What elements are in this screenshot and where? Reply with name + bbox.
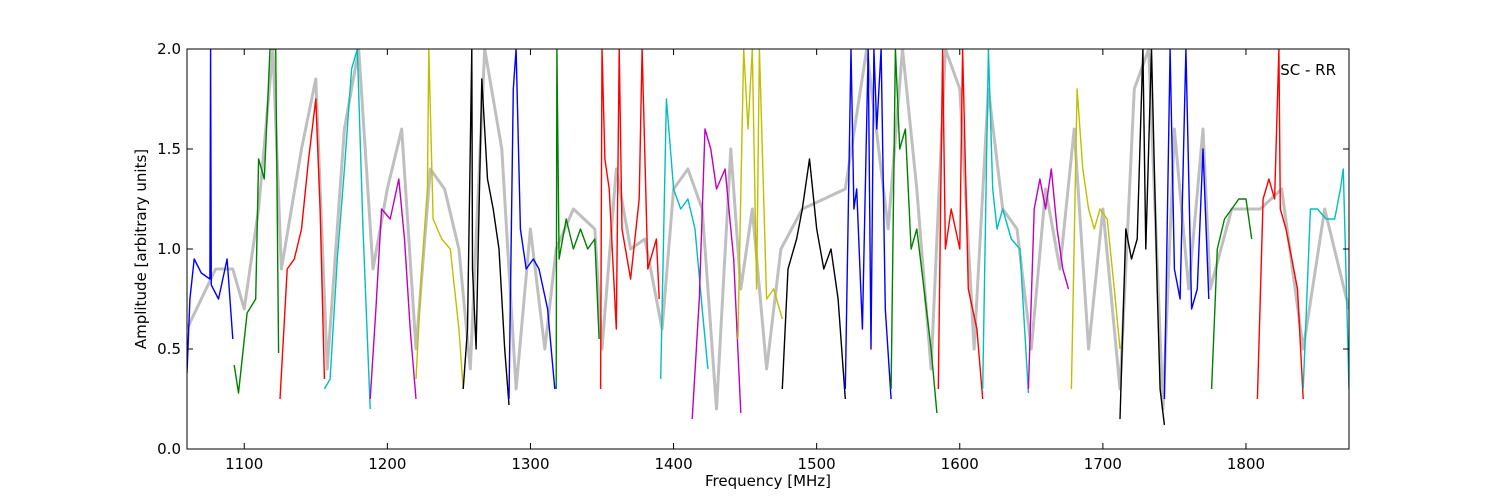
series-line-3 [279,98,326,400]
x-tick-label: 1300 [511,455,549,473]
y-tick-label: 1.0 [157,240,181,258]
series-line-14 [781,158,846,400]
x-axis-label: Frequency [MHz] [705,472,831,490]
series-line-21 [1119,49,1166,426]
y-axis-label: Amplitude [arbitrary units] [132,149,150,349]
y-tick-label: 1.5 [157,140,181,158]
series-line-8 [508,49,556,400]
series-line-17 [937,49,984,400]
x-tick-label: 1100 [225,455,263,473]
series-line-12 [691,128,742,420]
x-tick-label: 1200 [368,455,406,473]
x-tick-label: 1800 [1227,455,1265,473]
series-line-20 [1070,88,1121,390]
series-line-24 [1256,49,1304,400]
plot-frame [186,48,1350,450]
series-line-16 [890,49,938,414]
reference-series-line [187,49,1349,411]
plot-area [187,49,1349,426]
x-tick-label: 1500 [798,455,836,473]
series-line-19 [1027,168,1070,390]
series-line-7 [462,49,510,406]
x-tick-label: 1600 [941,455,979,473]
series-line-15 [844,49,892,400]
series-line-6 [415,49,464,390]
series-line-13 [737,49,783,340]
series-line-22 [1163,49,1210,400]
series-line-10 [599,49,660,390]
x-tick-label: 1400 [654,455,692,473]
series-line-18 [982,49,1030,394]
y-tick-label: 2.0 [157,40,181,58]
series-line-4 [323,49,371,410]
y-tick-label: 0.0 [157,440,181,458]
y-tick-label: 0.5 [157,340,181,358]
series-line-9 [555,49,600,390]
series-line-25 [1302,168,1349,390]
x-tick-label: 1700 [1084,455,1122,473]
series-line-2 [233,49,280,394]
axis-ticks: 1100 1200 1300 1400 1500 1600 1700 1800 0.0 0.5 1.… [157,40,1349,473]
chart-annotation: SC - RR [1280,61,1336,79]
series-line-5 [369,178,417,400]
series-line-1 [187,49,234,374]
series-line-23 [1210,198,1253,390]
series-line-11 [660,98,709,380]
